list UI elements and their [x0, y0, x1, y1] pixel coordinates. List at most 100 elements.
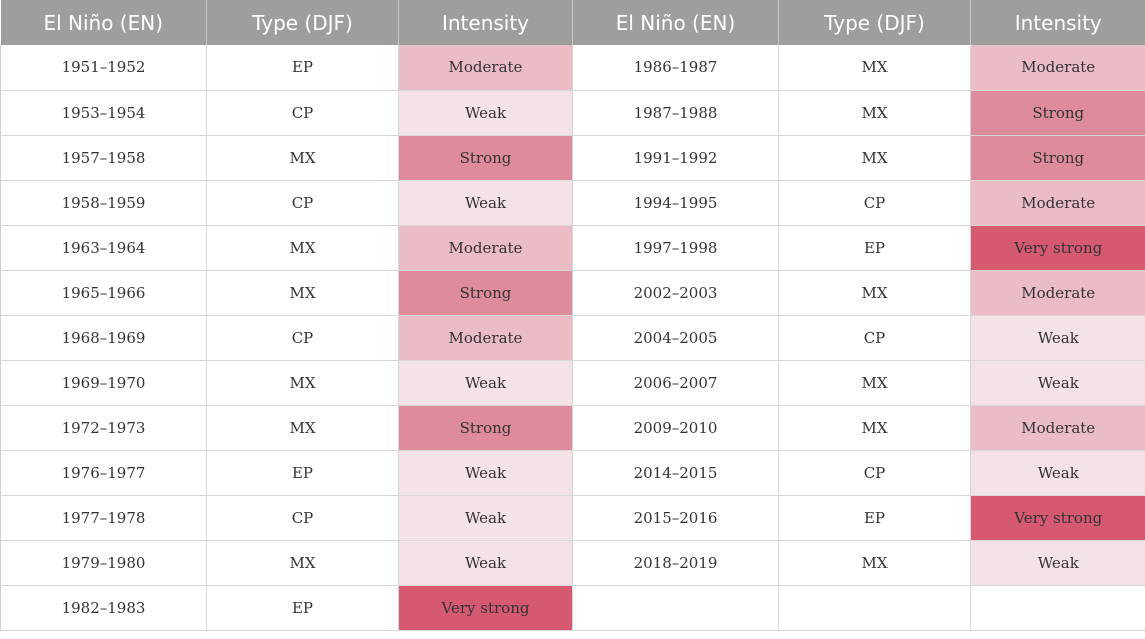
left-intensity-cell: Weak — [398, 359, 573, 406]
left-intensity-cell: Weak — [398, 179, 573, 226]
right-type-cell: MX — [778, 45, 971, 91]
left-type-cell: CP — [206, 494, 399, 541]
right-years-cell: 2002–2003 — [572, 269, 779, 316]
right-type-cell: CP — [778, 449, 971, 496]
left-years-cell: 1982–1983 — [0, 584, 207, 631]
table-row: 1958–1959 CP Weak 1994–1995 CP Moderate — [0, 179, 1145, 226]
right-intensity-cell: Moderate — [970, 45, 1145, 91]
left-intensity-cell: Moderate — [398, 314, 573, 361]
right-type-cell: MX — [778, 134, 971, 181]
right-type-cell: CP — [778, 179, 971, 226]
left-intensity-cell: Weak — [398, 89, 573, 136]
left-type-cell: CP — [206, 179, 399, 226]
left-years-cell: 1957–1958 — [0, 134, 207, 181]
right-years-cell: 2004–2005 — [572, 314, 779, 361]
table-row: 1951–1952 EP Moderate 1986–1987 MX Moderate — [0, 45, 1145, 91]
left-intensity-cell: Very strong — [398, 584, 573, 631]
left-type-cell: MX — [206, 224, 399, 271]
right-intensity-cell: Weak — [970, 449, 1145, 496]
left-intensity-cell: Strong — [398, 134, 573, 181]
right-intensity-cell — [970, 584, 1145, 631]
right-years-cell: 2015–2016 — [572, 494, 779, 541]
right-years-cell: 2009–2010 — [572, 404, 779, 451]
right-type-cell: MX — [778, 404, 971, 451]
left-type-cell: CP — [206, 89, 399, 136]
table-row: 1968–1969 CP Moderate 2004–2005 CP Weak — [0, 314, 1145, 361]
right-intensity-cell: Strong — [970, 134, 1145, 181]
left-type-cell: CP — [206, 314, 399, 361]
right-years-cell — [572, 584, 779, 631]
table-body: 1951–1952 EP Moderate 1986–1987 MX Moderate 19… — [0, 45, 1145, 631]
right-years-cell: 1994–1995 — [572, 179, 779, 226]
right-type-cell — [778, 584, 971, 631]
right-years-cell: 2018–2019 — [572, 539, 779, 586]
right-intensity-cell: Moderate — [970, 404, 1145, 451]
left-years-cell: 1953–1954 — [0, 89, 207, 136]
right-years-cell: 1986–1987 — [572, 45, 779, 91]
left-intensity-cell: Strong — [398, 269, 573, 316]
right-years-cell: 2006–2007 — [572, 359, 779, 406]
left-type-cell: MX — [206, 359, 399, 406]
header-row: El Niño (EN) Type (DJF) Intensity El Niñ… — [0, 0, 1145, 45]
right-years-cell: 1997–1998 — [572, 224, 779, 271]
left-type-cell: MX — [206, 134, 399, 181]
right-intensity-cell: Moderate — [970, 179, 1145, 226]
left-type-cell: MX — [206, 404, 399, 451]
header-el-nino-right: El Niño (EN) — [572, 0, 779, 45]
right-type-cell: MX — [778, 269, 971, 316]
left-years-cell: 1968–1969 — [0, 314, 207, 361]
right-intensity-cell: Very strong — [970, 224, 1145, 271]
right-intensity-cell: Moderate — [970, 269, 1145, 316]
table-row: 1979–1980 MX Weak 2018–2019 MX Weak — [0, 539, 1145, 586]
right-intensity-cell: Weak — [970, 359, 1145, 406]
right-type-cell: EP — [778, 224, 971, 271]
table-row: 1969–1970 MX Weak 2006–2007 MX Weak — [0, 359, 1145, 406]
left-years-cell: 1963–1964 — [0, 224, 207, 271]
left-type-cell: EP — [206, 45, 399, 91]
left-intensity-cell: Weak — [398, 539, 573, 586]
left-intensity-cell: Weak — [398, 494, 573, 541]
right-years-cell: 1987–1988 — [572, 89, 779, 136]
left-years-cell: 1958–1959 — [0, 179, 207, 226]
right-intensity-cell: Very strong — [970, 494, 1145, 541]
right-intensity-cell: Weak — [970, 539, 1145, 586]
left-intensity-cell: Moderate — [398, 224, 573, 271]
header-intensity-right: Intensity — [970, 0, 1145, 45]
right-intensity-cell: Weak — [970, 314, 1145, 361]
header-el-nino-left: El Niño (EN) — [0, 0, 207, 45]
right-type-cell: CP — [778, 314, 971, 361]
left-years-cell: 1969–1970 — [0, 359, 207, 406]
table-row: 1957–1958 MX Strong 1991–1992 MX Strong — [0, 134, 1145, 181]
table-row: 1976–1977 EP Weak 2014–2015 CP Weak — [0, 449, 1145, 496]
right-type-cell: MX — [778, 89, 971, 136]
left-type-cell: EP — [206, 584, 399, 631]
header-type-left: Type (DJF) — [206, 0, 399, 45]
right-intensity-cell: Strong — [970, 89, 1145, 136]
table-row: 1965–1966 MX Strong 2002–2003 MX Moderate — [0, 269, 1145, 316]
table-row: 1982–1983 EP Very strong — [0, 584, 1145, 631]
table-row: 1953–1954 CP Weak 1987–1988 MX Strong — [0, 89, 1145, 136]
right-years-cell: 1991–1992 — [572, 134, 779, 181]
table-row: 1972–1973 MX Strong 2009–2010 MX Moderate — [0, 404, 1145, 451]
right-type-cell: MX — [778, 539, 971, 586]
left-years-cell: 1951–1952 — [0, 45, 207, 91]
left-years-cell: 1977–1978 — [0, 494, 207, 541]
left-years-cell: 1979–1980 — [0, 539, 207, 586]
right-type-cell: EP — [778, 494, 971, 541]
right-type-cell: MX — [778, 359, 971, 406]
left-years-cell: 1965–1966 — [0, 269, 207, 316]
left-type-cell: EP — [206, 449, 399, 496]
table-row: 1977–1978 CP Weak 2015–2016 EP Very strong — [0, 494, 1145, 541]
left-years-cell: 1976–1977 — [0, 449, 207, 496]
left-type-cell: MX — [206, 269, 399, 316]
header-intensity-left: Intensity — [398, 0, 573, 45]
left-intensity-cell: Moderate — [398, 45, 573, 91]
right-years-cell: 2014–2015 — [572, 449, 779, 496]
header-type-right: Type (DJF) — [778, 0, 971, 45]
table-header: El Niño (EN) Type (DJF) Intensity El Niñ… — [0, 0, 1145, 45]
table-row: 1963–1964 MX Moderate 1997–1998 EP Very stron… — [0, 224, 1145, 271]
left-type-cell: MX — [206, 539, 399, 586]
left-intensity-cell: Strong — [398, 404, 573, 451]
left-years-cell: 1972–1973 — [0, 404, 207, 451]
